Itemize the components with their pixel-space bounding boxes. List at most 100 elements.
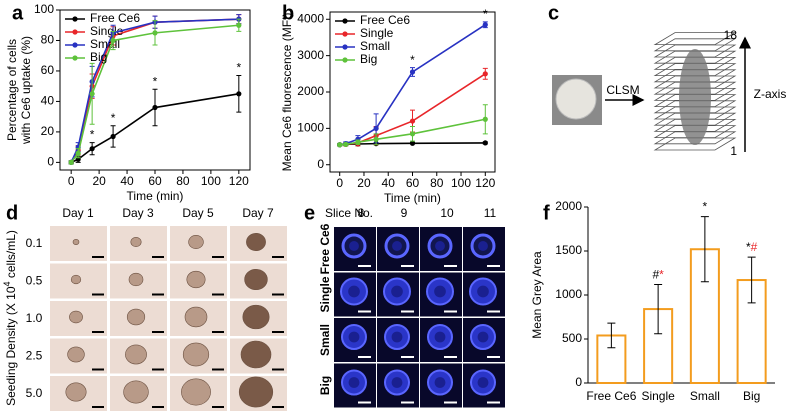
- y-tick-label: 500: [562, 331, 582, 345]
- x-tick-label: Single: [641, 389, 675, 403]
- y-axis-label: Percentage of cells: [5, 39, 19, 141]
- panel-label: c: [548, 2, 559, 24]
- legend-marker: [72, 16, 78, 22]
- spheroid: [67, 346, 85, 363]
- point: [337, 142, 343, 148]
- spheroid-core: [391, 377, 403, 388]
- column-header: Day 3: [122, 206, 154, 220]
- x-tick-label: 60: [406, 176, 420, 190]
- x-tick-label: 40: [382, 176, 396, 190]
- spheroid: [238, 376, 274, 408]
- y-axis-label: Mean Grey Area: [530, 251, 544, 339]
- error-bar: [747, 256, 756, 304]
- point: [75, 150, 81, 156]
- annotation: #*: [652, 268, 664, 282]
- x-tick-label: 0: [68, 174, 75, 188]
- legend-marker: [72, 42, 78, 48]
- y-tick-label: 0: [47, 155, 54, 169]
- x-tick-label: 20: [92, 174, 106, 188]
- method-label: CLSM: [606, 83, 639, 97]
- y-tick-label: 1500: [555, 243, 582, 257]
- spheroid: [126, 308, 146, 326]
- spheroid-core: [435, 241, 445, 251]
- spheroid-core: [348, 377, 360, 388]
- panel-label: e: [304, 202, 315, 224]
- column-header: Day 7: [242, 206, 274, 220]
- spheroid: [244, 268, 268, 291]
- slice: [653, 137, 737, 151]
- row-label: 0.1: [26, 236, 43, 250]
- x-axis-label: Time (min): [127, 189, 184, 203]
- y-tick-label: 0: [317, 157, 324, 171]
- spheroid-core: [434, 331, 446, 343]
- spheroid-core: [477, 285, 489, 298]
- x-tick-label: Small: [690, 389, 720, 403]
- panel-label: f: [543, 202, 550, 224]
- annotation: *: [236, 61, 241, 75]
- y-tick-label: 100: [34, 2, 54, 16]
- point: [236, 22, 242, 28]
- point: [373, 136, 379, 142]
- annotation-part: *: [703, 200, 708, 214]
- y-tick-label: 3000: [297, 48, 324, 62]
- spheroid: [246, 233, 266, 251]
- point: [343, 141, 349, 147]
- legend-label: Big: [90, 50, 107, 64]
- ylabel-part: Seeding Density (X 10: [4, 286, 18, 406]
- spheroid: [181, 378, 211, 406]
- legend-label: Free Ce6: [360, 13, 410, 27]
- spheroid-core: [391, 331, 403, 343]
- y-axis-label: with Ce6 uptake (%): [19, 36, 33, 145]
- x-tick-label: 120: [229, 174, 249, 188]
- spheroid: [128, 272, 144, 287]
- legend-marker: [342, 57, 348, 63]
- x-tick-label: 100: [201, 174, 221, 188]
- x-tick-label: 120: [475, 176, 495, 190]
- spheroid-core: [477, 377, 489, 388]
- spheroid: [65, 382, 87, 402]
- x-tick-label: 20: [357, 176, 371, 190]
- row-label: 1.0: [26, 311, 43, 325]
- legend-marker: [342, 44, 348, 50]
- spheroid-core: [348, 285, 360, 298]
- spheroid-core: [434, 285, 446, 298]
- x-tick-label: 80: [176, 174, 190, 188]
- x-tick-label: 0: [336, 176, 343, 190]
- legend-marker: [72, 29, 78, 35]
- y-tick-label: 80: [41, 33, 55, 47]
- error-bar: [607, 322, 616, 349]
- spheroid-core: [349, 241, 359, 251]
- column-header: 10: [440, 206, 454, 220]
- y-axis-label: Mean Ce6 fluorescence (MFI): [280, 13, 294, 172]
- x-tick-label: 80: [430, 176, 444, 190]
- panel-label: d: [6, 202, 18, 224]
- legend-marker: [72, 55, 78, 61]
- point: [355, 139, 361, 145]
- point: [482, 71, 488, 77]
- annotation-part: *: [746, 240, 751, 254]
- spheroid: [186, 270, 206, 289]
- ylabel-part: cells/mL): [4, 230, 18, 281]
- annotation: *#: [746, 240, 758, 254]
- y-tick-label: 1000: [297, 121, 324, 135]
- annotation: *: [90, 128, 95, 142]
- annotation: *: [153, 74, 158, 88]
- point: [409, 131, 416, 137]
- spheroid: [70, 274, 82, 285]
- column-header: 9: [401, 206, 408, 220]
- slice-stack: [653, 32, 737, 151]
- column-header: 11: [484, 206, 497, 220]
- x-tick-label: Free Ce6: [586, 389, 636, 403]
- error-bar: [654, 283, 663, 335]
- legend-label: Single: [90, 24, 124, 38]
- spheroid-core: [348, 331, 360, 343]
- spheroid: [123, 380, 149, 404]
- point: [482, 140, 488, 146]
- spheroid: [188, 235, 204, 249]
- annotation: *: [703, 200, 708, 214]
- legend-label: Big: [360, 52, 377, 66]
- plot-frame: [329, 11, 496, 173]
- y-tick-label: 0: [575, 375, 582, 389]
- panel-label: b: [282, 2, 294, 24]
- y-tick-label: 4000: [297, 11, 324, 25]
